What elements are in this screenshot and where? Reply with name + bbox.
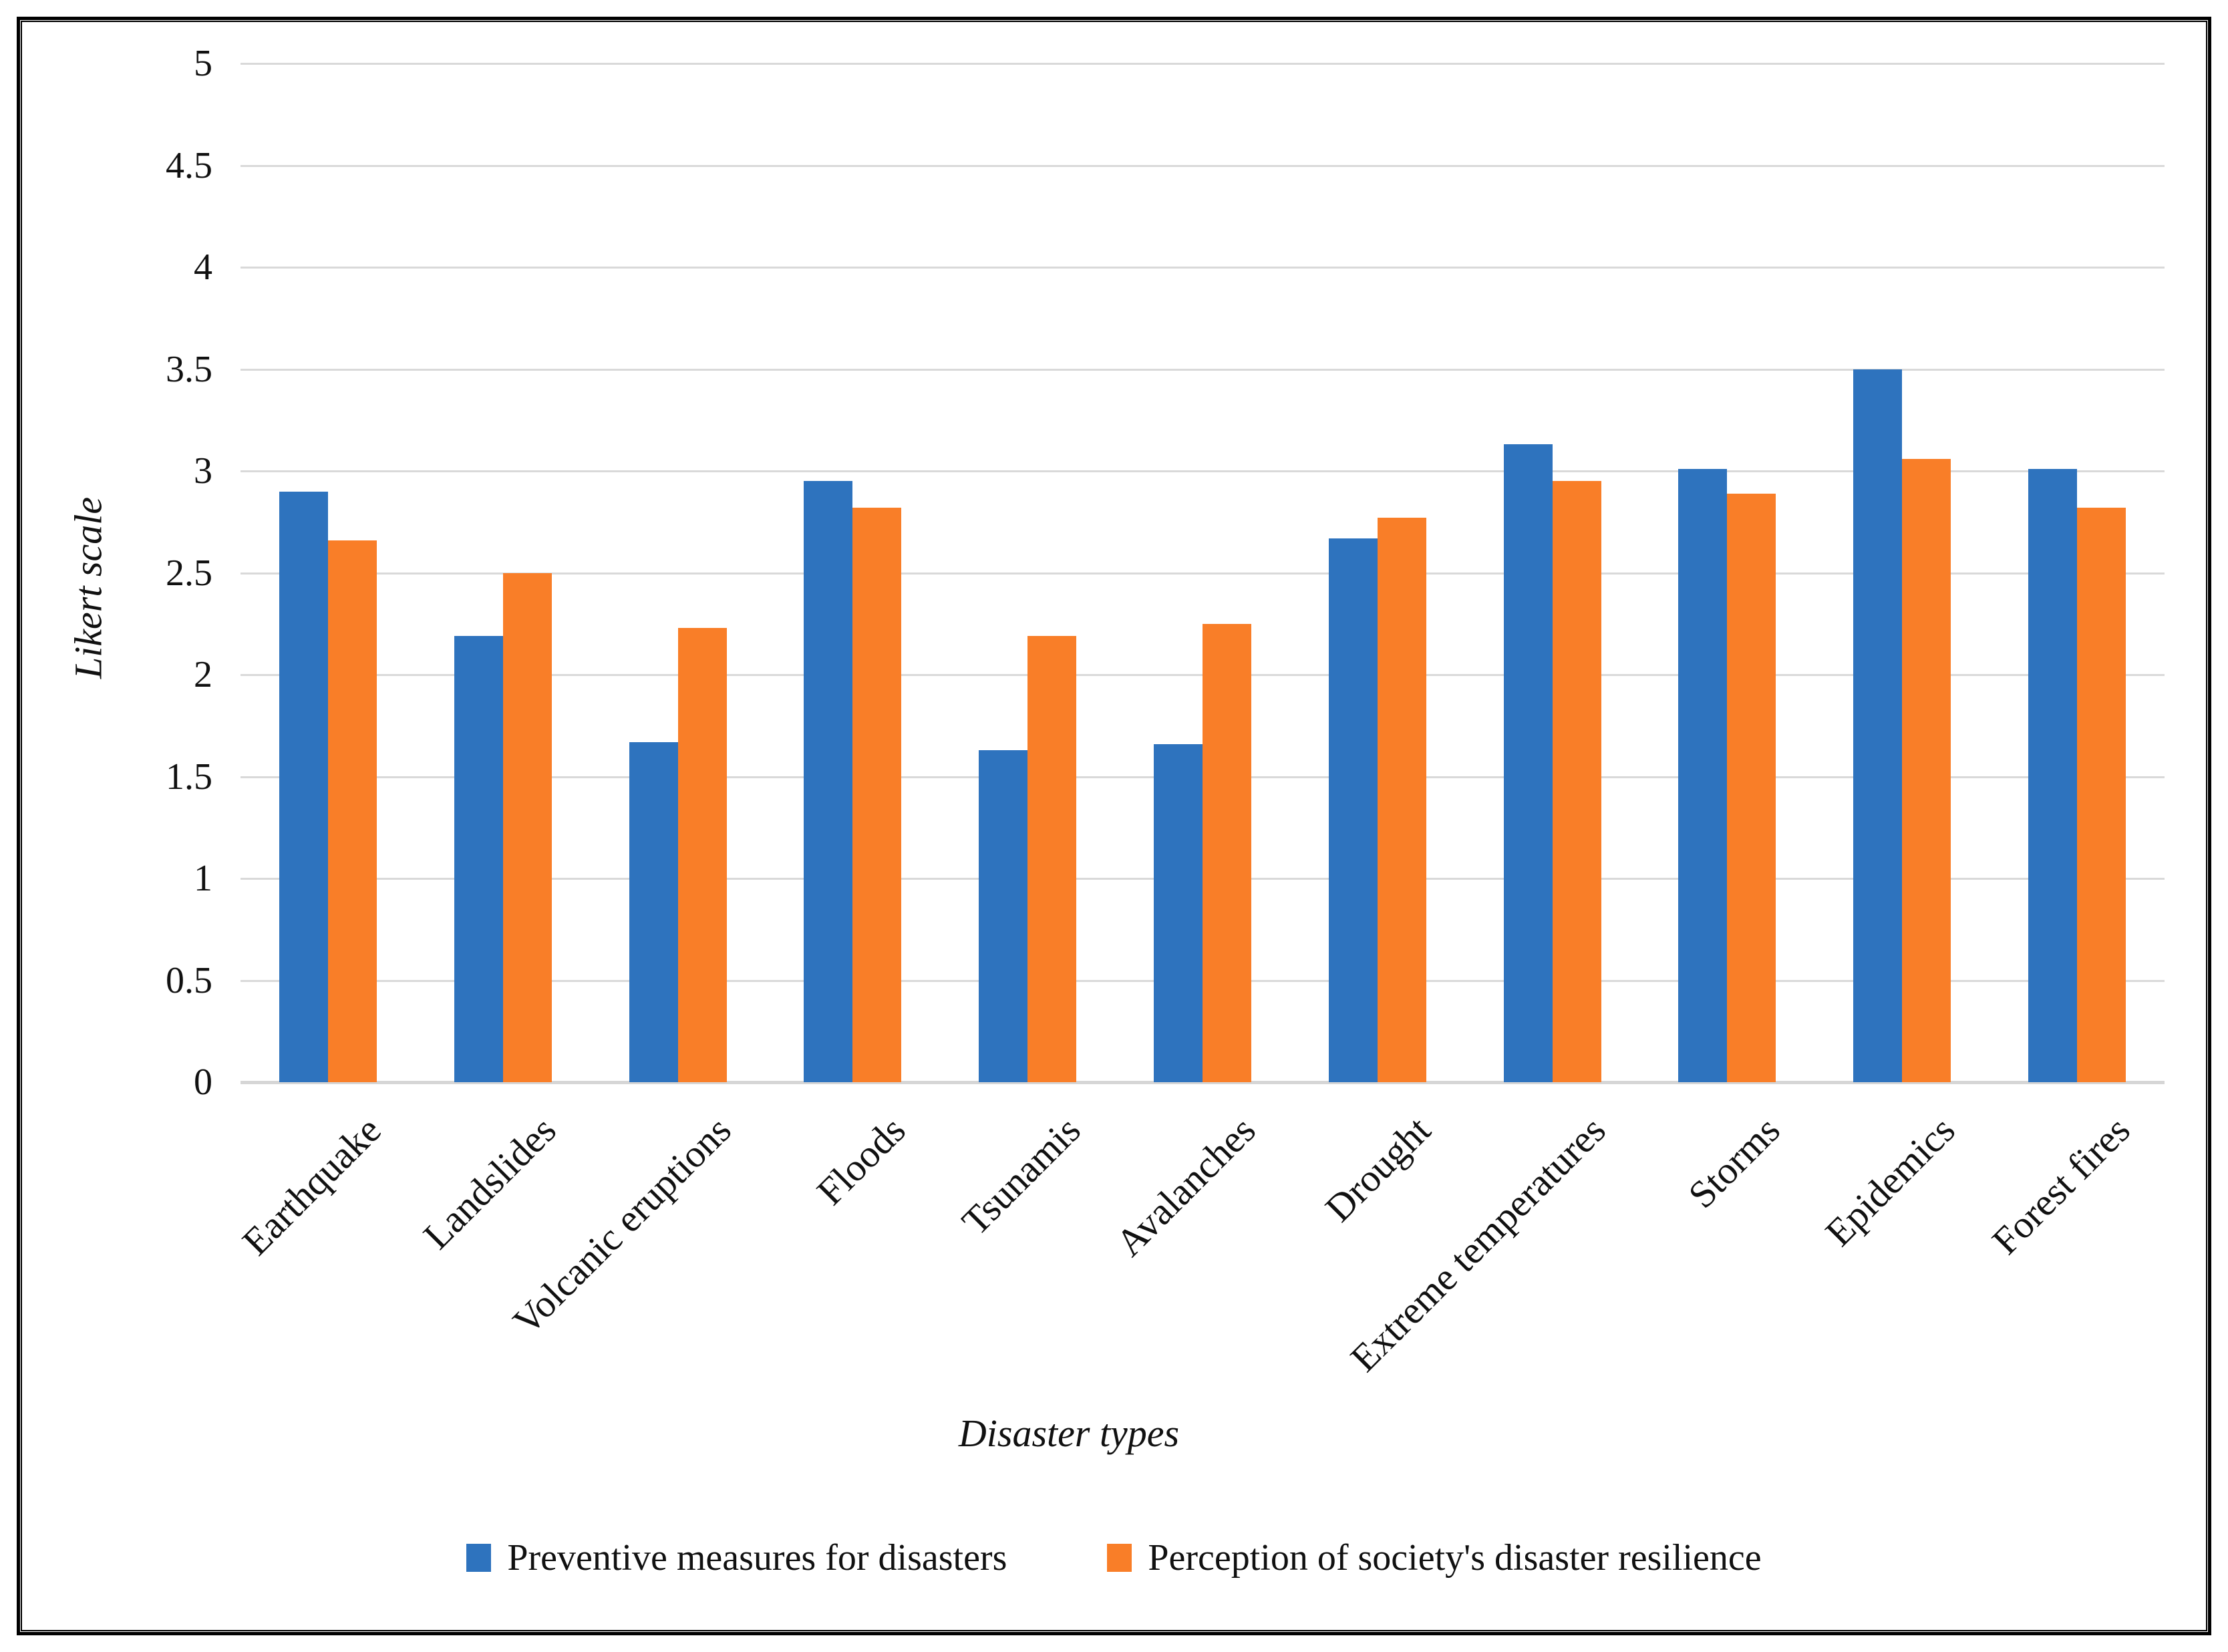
- bar: [852, 507, 902, 1082]
- bar: [1027, 636, 1077, 1082]
- bar: [279, 491, 328, 1082]
- y-tick-label: 1: [194, 858, 212, 899]
- figure-frame-inner: [21, 21, 2207, 1631]
- bar: [1552, 481, 1601, 1082]
- bar: [502, 572, 552, 1082]
- legend: Preventive measures for disasters Percept…: [22, 1536, 2206, 1579]
- x-axis-title: Disaster types: [958, 1412, 1180, 1455]
- legend-item: Perception of society's disaster resilie…: [1107, 1536, 1762, 1579]
- y-tick-label: 3: [194, 450, 212, 492]
- bar: [677, 627, 727, 1082]
- x-category-label: Floods: [808, 1108, 915, 1214]
- legend-swatch: [1107, 1544, 1132, 1572]
- gridline: [241, 572, 2165, 574]
- y-tick-label: 4.5: [166, 144, 212, 186]
- x-category-label: Epidemics: [1816, 1108, 1963, 1255]
- gridline: [241, 368, 2165, 371]
- x-category-label: Earthquake: [233, 1108, 389, 1264]
- bar: [1154, 744, 1203, 1082]
- gridline: [241, 164, 2165, 167]
- x-axis-line: [241, 1081, 2165, 1084]
- bar: [1678, 468, 1728, 1082]
- bar: [1503, 444, 1553, 1082]
- y-tick-label: 0.5: [166, 959, 212, 1001]
- legend-label: Perception of society's disaster resilie…: [1148, 1537, 1762, 1579]
- x-category-label: Storms: [1680, 1108, 1789, 1216]
- bar: [1328, 538, 1378, 1082]
- x-category-label: Avalanches: [1107, 1108, 1264, 1265]
- y-tick-label: 5: [194, 43, 212, 84]
- bar: [1902, 458, 1951, 1082]
- legend-item: Preventive measures for disasters: [466, 1536, 1007, 1579]
- bar: [804, 481, 853, 1082]
- y-tick-label: 3.5: [166, 348, 212, 390]
- legend-label: Preventive measures for disasters: [507, 1537, 1007, 1579]
- legend-swatch: [466, 1544, 492, 1572]
- bar: [979, 750, 1028, 1082]
- x-category-label: Tsunamis: [953, 1108, 1089, 1244]
- bar: [629, 741, 678, 1082]
- y-tick-label: 1.5: [166, 756, 212, 798]
- y-tick-label: 2: [194, 654, 212, 695]
- gridline: [241, 470, 2165, 472]
- bar: [2077, 507, 2126, 1082]
- figure-frame: [17, 17, 2211, 1635]
- x-category-label: Forest fires: [1983, 1108, 2138, 1263]
- bar: [454, 636, 503, 1082]
- y-axis-ticks: 5 4.5 4 3.5 3 2.5 2 1.5 1 0.5 0: [0, 43, 212, 1103]
- bar: [1377, 518, 1426, 1082]
- x-category-label: Drought: [1316, 1108, 1439, 1230]
- bar: [1853, 369, 1903, 1082]
- gridline: [241, 267, 2165, 269]
- y-tick-label: 2.5: [166, 552, 212, 594]
- bar: [1203, 623, 1251, 1082]
- gridline: [241, 63, 2165, 65]
- bar: [2028, 468, 2078, 1082]
- bar: [327, 540, 377, 1082]
- y-tick-label: 4: [194, 246, 212, 288]
- y-tick-label: 0: [194, 1061, 212, 1103]
- bar: [1727, 493, 1776, 1082]
- x-category-label: Landslides: [414, 1108, 565, 1258]
- plot-area: [241, 63, 2165, 1084]
